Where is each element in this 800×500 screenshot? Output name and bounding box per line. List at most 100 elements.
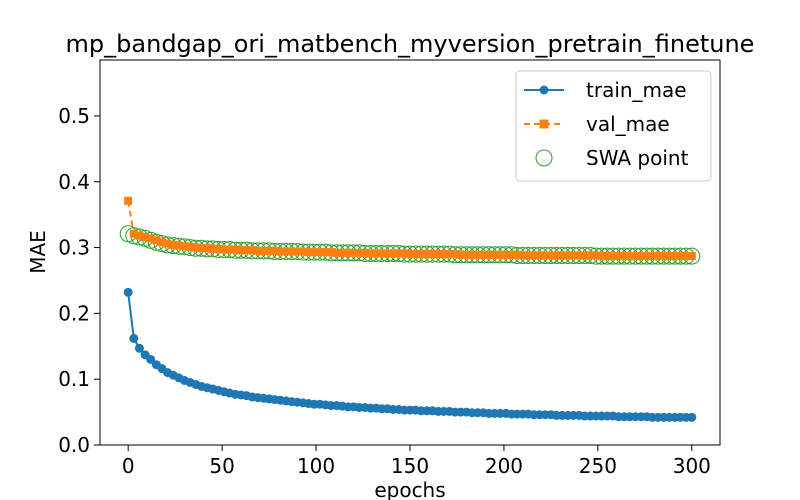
val-mae-point xyxy=(191,243,200,252)
val-mae-point xyxy=(608,252,617,261)
val-mae-point xyxy=(124,196,133,205)
legend-val-marker xyxy=(539,119,549,129)
val-mae-point xyxy=(344,248,352,257)
val-mae-point xyxy=(180,242,189,251)
val-mae-point xyxy=(248,246,257,255)
val-mae-point xyxy=(490,250,499,259)
val-mae-point xyxy=(383,249,392,258)
val-mae-point xyxy=(422,250,431,259)
val-mae-point xyxy=(518,251,527,260)
val-mae-point xyxy=(530,251,538,260)
val-mae-point xyxy=(507,250,516,259)
val-mae-point xyxy=(592,251,600,260)
legend-label-val: val_mae xyxy=(586,112,670,136)
val-mae-point xyxy=(575,251,584,260)
val-mae-point xyxy=(298,247,307,256)
val-mae-point xyxy=(135,231,144,240)
train-mae-point xyxy=(134,343,144,353)
val-mae-point xyxy=(377,249,386,258)
val-mae-point xyxy=(665,252,674,261)
val-mae-point xyxy=(586,251,595,260)
x-tick-label: 100 xyxy=(297,454,335,478)
val-mae-point xyxy=(631,252,640,261)
val-mae-point xyxy=(428,250,437,259)
val-mae-point xyxy=(141,233,150,242)
val-mae-point xyxy=(231,245,240,254)
val-mae-point xyxy=(287,247,296,256)
val-mae-point xyxy=(282,247,290,256)
x-tick-label: 150 xyxy=(391,454,429,478)
val-mae-point xyxy=(406,250,414,259)
val-mae-point xyxy=(276,247,285,256)
x-tick-label: 50 xyxy=(209,454,234,478)
val-mae-point xyxy=(434,250,443,259)
val-mae-point xyxy=(293,247,302,256)
val-mae-point xyxy=(541,251,550,260)
y-tick-label: 0.5 xyxy=(58,104,90,128)
val-mae-point xyxy=(558,251,567,260)
val-mae-point xyxy=(389,249,398,258)
val-mae-point xyxy=(214,244,223,253)
val-mae-point xyxy=(648,252,657,261)
val-mae-point xyxy=(129,229,138,238)
val-mae-point xyxy=(513,250,522,259)
val-mae-point xyxy=(484,250,493,259)
val-mae-point xyxy=(394,249,403,258)
val-mae-point xyxy=(451,250,460,259)
val-mae-point xyxy=(174,241,183,250)
val-mae-point xyxy=(456,250,465,259)
val-mae-point xyxy=(563,251,572,260)
val-mae-point xyxy=(360,248,369,257)
x-tick-label: 0 xyxy=(122,454,135,478)
x-axis-label: epochs xyxy=(374,478,445,500)
val-mae-point xyxy=(366,249,375,258)
val-mae-point xyxy=(310,248,319,257)
train-mae-point xyxy=(146,354,156,364)
plot-area xyxy=(119,196,701,422)
x-tick-label: 300 xyxy=(673,454,711,478)
val-mae-point xyxy=(304,248,313,257)
val-mae-point xyxy=(321,248,330,257)
legend: train_mae val_mae SWA point xyxy=(515,70,712,182)
val-mae-point xyxy=(146,234,155,243)
val-mae-point xyxy=(400,249,409,258)
y-tick-label: 0.0 xyxy=(58,433,90,457)
val-mae-point xyxy=(169,240,178,249)
val-mae-point xyxy=(603,252,612,261)
val-mae-point xyxy=(473,250,482,259)
val-mae-point xyxy=(338,248,347,257)
y-tick-label: 0.2 xyxy=(58,301,90,325)
val-mae-point xyxy=(462,250,471,259)
val-mae-point xyxy=(332,248,341,257)
val-mae-point xyxy=(642,252,651,261)
val-mae-point xyxy=(259,246,268,255)
val-mae-point xyxy=(327,248,336,257)
val-mae-point xyxy=(163,239,172,248)
val-mae-point xyxy=(355,248,364,257)
val-mae-point xyxy=(637,252,646,261)
val-mae-point xyxy=(270,246,279,255)
val-mae-point xyxy=(445,250,454,259)
y-tick-label: 0.4 xyxy=(58,170,90,194)
val-mae-point xyxy=(597,252,606,261)
val-mae-point xyxy=(569,251,578,260)
train-mae-point xyxy=(123,287,133,297)
val-mae-point xyxy=(439,250,448,259)
y-axis-label: MAE xyxy=(26,230,50,274)
val-mae-point xyxy=(535,251,544,260)
y-axis: 0.0 0.1 0.2 0.3 0.4 0.5 xyxy=(58,104,100,457)
val-mae-point xyxy=(687,252,696,261)
val-mae-point xyxy=(220,245,228,254)
val-mae-point xyxy=(349,248,358,257)
val-mae-point xyxy=(670,252,679,261)
y-tick-label: 0.1 xyxy=(58,367,90,391)
val-mae-point xyxy=(208,244,217,253)
val-mae-point xyxy=(501,250,510,259)
val-mae-point xyxy=(546,251,555,260)
val-mae-point xyxy=(625,252,634,261)
val-mae-point xyxy=(152,236,161,245)
legend-label-swa: SWA point xyxy=(586,146,689,170)
val-mae-point xyxy=(676,252,685,261)
val-mae-point xyxy=(186,242,195,251)
